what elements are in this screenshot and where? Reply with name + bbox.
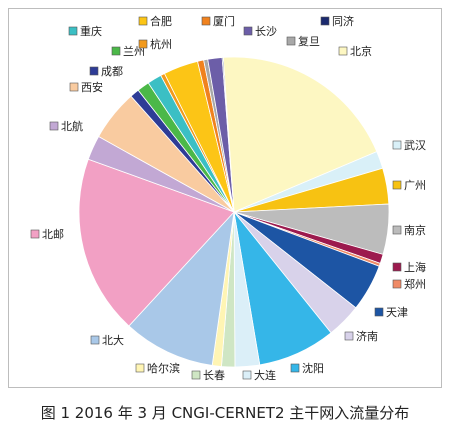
legend-swatch-14 (30, 229, 40, 239)
pie-slice-25 (221, 56, 235, 213)
legend-swatch-18 (111, 46, 121, 56)
slice-label-6: 郑州 (404, 277, 426, 291)
slice-label-21: 合肥 (150, 14, 172, 28)
legend-swatch-9 (290, 363, 300, 373)
legend-swatch-24 (243, 26, 253, 36)
legend-swatch-20 (138, 39, 148, 49)
legend-swatch-5 (392, 262, 402, 272)
slice-label-2: 武汉 (404, 139, 426, 152)
pie-slice-1 (222, 56, 378, 213)
slice-label-22: 厦门 (213, 14, 235, 28)
legend-swatch-3 (392, 180, 402, 190)
slice-label-24: 长沙 (255, 25, 277, 38)
slice-label-4: 南京 (404, 223, 426, 237)
slice-label-3: 广州 (404, 179, 426, 192)
legend-swatch-17 (89, 66, 99, 76)
slice-label-9: 沈阳 (302, 361, 324, 375)
pie-slice-13 (128, 210, 235, 366)
legend-swatch-21 (138, 16, 148, 26)
legend-swatch-16 (69, 82, 79, 92)
pie-slice-14 (78, 158, 235, 327)
slice-label-13: 北大 (102, 333, 124, 347)
legend-swatch-2 (392, 140, 402, 150)
legend-swatch-22 (201, 16, 211, 26)
slice-label-12: 哈尔滨 (147, 361, 180, 375)
legend-swatch-19 (68, 26, 78, 36)
legend-swatch-13 (90, 335, 100, 345)
legend-swatch-4 (392, 225, 402, 235)
legend-swatch-25 (320, 16, 330, 26)
slice-label-10: 大连 (254, 368, 276, 382)
slice-label-25: 同济 (332, 14, 354, 28)
legend-swatch-12 (135, 363, 145, 373)
pie-chart: 北京武汉广州南京上海郑州天津济南沈阳大连长春哈尔滨北大北邮北航西安成都兰州重庆杭… (30, 14, 426, 382)
slice-label-20: 杭州 (150, 37, 172, 51)
legend-swatch-8 (344, 331, 354, 341)
slice-label-11: 长春 (203, 369, 225, 382)
slice-label-16: 西安 (81, 80, 103, 94)
slice-label-7: 天津 (386, 306, 408, 319)
legend-swatch-23 (286, 36, 296, 46)
legend-swatch-11 (191, 370, 201, 380)
slice-label-15: 北航 (61, 119, 83, 133)
legend-swatch-1 (338, 46, 348, 56)
slice-label-5: 上海 (404, 260, 426, 274)
slice-label-19: 重庆 (80, 24, 102, 38)
slice-label-8: 济南 (356, 329, 378, 343)
legend-swatch-15 (49, 121, 59, 131)
slice-label-1: 北京 (350, 44, 372, 58)
legend-swatch-10 (242, 370, 252, 380)
slice-label-23: 复旦 (298, 34, 320, 48)
legend-swatch-7 (374, 307, 384, 317)
chart-panel: 北京 武汉 广州 南京 上海 郑州 天津 济南 沈阳 大连 长春 哈尔滨 北大 北邮 北航 西安 成都 兰州 重庆杭… (8, 8, 442, 388)
legend-swatch-6 (392, 279, 402, 289)
slice-label-14: 北邮 (42, 228, 64, 241)
slice-label-17: 成都 (101, 65, 123, 78)
figure-caption: 图 1 2016 年 3 月 CNGI-CERNET2 主干网入流量分布 (40, 404, 410, 422)
